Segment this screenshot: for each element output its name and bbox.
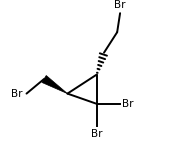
Text: Br: Br — [91, 129, 103, 139]
Text: Br: Br — [122, 99, 133, 109]
Text: Br: Br — [11, 89, 22, 99]
Text: Br: Br — [114, 0, 126, 10]
Polygon shape — [42, 75, 67, 94]
